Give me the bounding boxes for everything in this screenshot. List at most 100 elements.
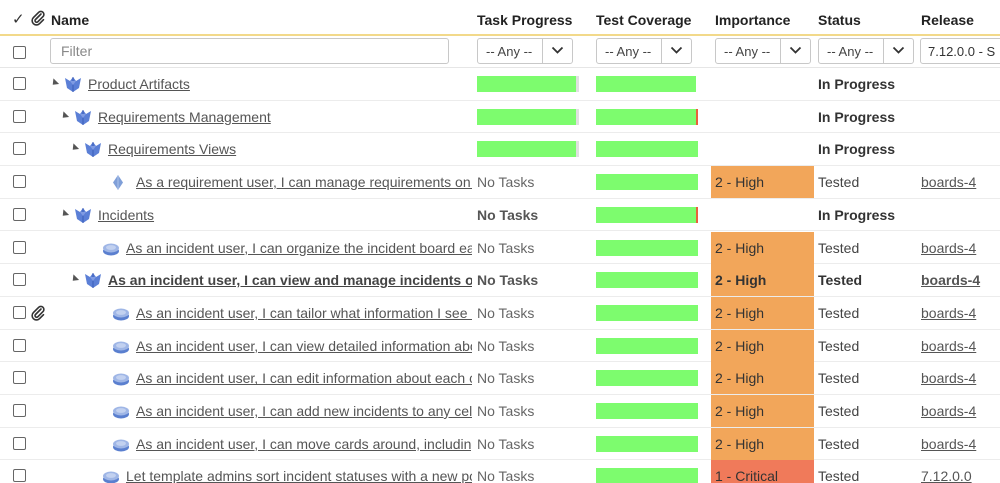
importance-cell[interactable]: 2 - High — [711, 231, 814, 264]
task-progress-filter-select[interactable]: -- Any -- — [477, 38, 573, 64]
artifact-name-link[interactable]: As an incident user, I can add new incid… — [136, 403, 472, 419]
table-row[interactable]: Requirements Views In Progress — [0, 133, 1000, 167]
test-coverage-bar — [596, 370, 698, 387]
table-row[interactable]: As a requirement user, I can manage requ… — [0, 166, 1000, 199]
row-checkbox[interactable] — [13, 109, 26, 123]
table-row[interactable]: As an incident user, I can add new incid… — [0, 395, 1000, 428]
row-checkbox[interactable] — [13, 436, 26, 450]
column-header-status[interactable]: Status — [818, 12, 861, 28]
row-checkbox[interactable] — [13, 371, 26, 385]
chevron-down-icon[interactable] — [542, 39, 572, 63]
row-checkbox[interactable] — [13, 142, 26, 156]
release-link[interactable]: boards-4 — [921, 272, 981, 289]
attachment-icon[interactable] — [31, 305, 45, 324]
collapse-toggle-icon[interactable] — [49, 78, 60, 88]
table-row[interactable]: Let template admins sort incident status… — [0, 460, 1000, 483]
column-header-test-coverage[interactable]: Test Coverage — [596, 12, 692, 28]
status-cell[interactable]: Tested — [818, 468, 860, 483]
column-header-name[interactable]: Name — [51, 12, 90, 28]
release-link[interactable]: boards-4 — [921, 174, 977, 191]
row-checkbox[interactable] — [13, 469, 26, 483]
collapse-toggle-icon[interactable] — [59, 209, 70, 219]
release-link[interactable]: boards-4 — [921, 304, 977, 321]
artifact-name-link[interactable]: As an incident user, I can move cards ar… — [136, 435, 472, 452]
artifact-name-link[interactable]: Requirements Management — [98, 108, 271, 125]
column-header-release[interactable]: Release — [921, 12, 974, 28]
artifact-name-link[interactable]: As an incident user, I can edit informat… — [136, 370, 472, 387]
row-checkbox[interactable] — [13, 404, 26, 417]
release-link[interactable]: boards-4 — [921, 403, 977, 419]
status-cell[interactable]: Tested — [818, 239, 860, 256]
artifact-name-link[interactable]: Incidents — [98, 206, 155, 223]
release-filter-select[interactable]: 7.12.0.0 - S — [920, 38, 1000, 64]
row-checkbox[interactable] — [13, 207, 26, 221]
collapse-toggle-icon[interactable] — [69, 274, 80, 284]
table-row[interactable]: Product Artifacts In Progress — [0, 68, 1000, 101]
status-cell[interactable]: Tested — [818, 403, 860, 419]
importance-cell[interactable]: 2 - High — [711, 264, 814, 297]
table-row[interactable]: As an incident user, I can organize the … — [0, 231, 1000, 265]
release-link[interactable]: boards-4 — [921, 370, 977, 387]
artifact-name-link[interactable]: As an incident user, I can view and mana… — [108, 272, 472, 289]
column-header-importance[interactable]: Importance — [715, 12, 791, 28]
release-link[interactable]: boards-4 — [921, 239, 977, 256]
row-checkbox[interactable] — [13, 240, 26, 254]
artifact-name-link[interactable]: Let template admins sort incident status… — [126, 468, 472, 483]
status-filter-select[interactable]: -- Any -- — [818, 38, 914, 64]
status-cell[interactable]: Tested — [818, 337, 860, 354]
row-checkbox[interactable] — [13, 175, 26, 189]
importance-cell[interactable]: 2 - High — [711, 329, 814, 362]
chevron-down-icon[interactable] — [883, 39, 913, 63]
row-checkbox[interactable] — [13, 273, 26, 287]
test-coverage-bar — [596, 337, 698, 354]
artifact-name-link[interactable]: As a requirement user, I can manage requ… — [136, 174, 472, 191]
collapse-toggle-icon[interactable] — [59, 111, 70, 121]
task-progress-bar — [477, 76, 579, 92]
importance-cell[interactable]: 2 - High — [711, 427, 814, 460]
status-cell[interactable]: In Progress — [818, 108, 896, 125]
artifact-name-link[interactable]: As an incident user, I can view detailed… — [136, 337, 472, 354]
artifact-name-link[interactable]: Product Artifacts — [88, 76, 190, 92]
column-header-task-progress[interactable]: Task Progress — [477, 12, 573, 28]
table-row[interactable]: Requirements Management In Progress — [0, 101, 1000, 134]
collapse-toggle-icon[interactable] — [69, 143, 80, 153]
status-cell[interactable]: In Progress — [818, 76, 896, 92]
select-all-check-icon[interactable]: ✓ — [12, 11, 25, 28]
name-filter-input[interactable] — [50, 38, 449, 64]
row-checkbox[interactable] — [13, 305, 26, 319]
importance-cell[interactable]: 2 - High — [711, 362, 814, 395]
table-row[interactable]: Incidents No Tasks In Progress — [0, 199, 1000, 232]
table-row[interactable]: As an incident user, I can tailor what i… — [0, 296, 1000, 330]
status-cell[interactable]: Tested — [818, 304, 860, 321]
package-icon — [84, 272, 102, 292]
status-cell[interactable]: In Progress — [818, 206, 896, 223]
importance-cell[interactable]: 2 - High — [711, 296, 814, 329]
release-link[interactable]: 7.12.0.0 — [921, 468, 972, 483]
row-checkbox[interactable] — [13, 77, 26, 90]
status-cell[interactable]: Tested — [818, 272, 863, 289]
test-coverage-filter-select[interactable]: -- Any -- — [596, 38, 692, 64]
importance-cell[interactable]: 2 - High — [711, 395, 814, 427]
task-progress-text: No Tasks — [477, 435, 535, 452]
artifact-name-link[interactable]: As an incident user, I can tailor what i… — [136, 304, 472, 321]
chevron-down-icon[interactable] — [780, 39, 810, 63]
importance-cell[interactable]: 1 - Critical — [711, 460, 814, 483]
table-row[interactable]: As an incident user, I can edit informat… — [0, 362, 1000, 395]
row-checkbox[interactable] — [13, 338, 26, 352]
status-cell[interactable]: Tested — [818, 174, 860, 191]
release-link[interactable]: boards-4 — [921, 337, 977, 354]
disc-icon — [112, 307, 130, 324]
importance-filter-select[interactable]: -- Any -- — [715, 38, 811, 64]
artifact-name-link[interactable]: As an incident user, I can organize the … — [126, 239, 472, 256]
importance-cell[interactable]: 2 - High — [711, 166, 814, 199]
table-row[interactable]: As an incident user, I can move cards ar… — [0, 427, 1000, 461]
status-cell[interactable]: In Progress — [818, 141, 896, 158]
select-all-checkbox[interactable] — [13, 46, 26, 59]
table-row[interactable]: As an incident user, I can view detailed… — [0, 329, 1000, 363]
chevron-down-icon[interactable] — [661, 39, 691, 63]
status-cell[interactable]: Tested — [818, 435, 860, 452]
artifact-name-link[interactable]: Requirements Views — [108, 141, 237, 158]
table-row[interactable]: As an incident user, I can view and mana… — [0, 264, 1000, 297]
release-link[interactable]: boards-4 — [921, 435, 977, 452]
status-cell[interactable]: Tested — [818, 370, 860, 387]
